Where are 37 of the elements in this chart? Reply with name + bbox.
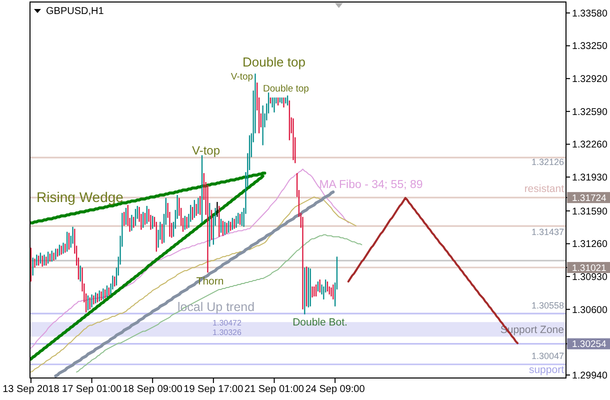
annotation: MA Fibo - 34; 55; 89 [319, 179, 423, 191]
y-tick-label: 1.32260 [572, 140, 608, 151]
annotation: resistant [524, 183, 564, 195]
annotation: 1.30558 [531, 300, 564, 310]
annotation: Thorn [196, 276, 224, 288]
annotation: V-top [230, 72, 254, 83]
annotation: Double top [263, 84, 309, 94]
x-tick-label: 17 Sep 01:00 [62, 384, 122, 395]
y-tick-label: 1.32590 [572, 106, 608, 118]
y-tick-label: 1.33580 [572, 8, 608, 20]
y-tick-label: 1.33250 [572, 41, 608, 52]
x-tick-label: 24 Sep 09:00 [305, 384, 366, 395]
y-tick-label: 1.31590 [572, 206, 608, 218]
y-tick-label: 1.30930 [572, 272, 608, 283]
y-tick-label: 1.31260 [572, 239, 608, 250]
annotation: 1.31437 [531, 227, 564, 237]
annotation: 1.30047 [531, 351, 564, 361]
annotation: Double top [242, 54, 306, 70]
annotation: 1.30472 [212, 318, 242, 328]
annotation: Double Bot. [292, 316, 348, 328]
annotation: 1.30326 [212, 328, 242, 338]
y-tick-label: 1.32920 [572, 74, 608, 86]
y-tick-label: 1.31724 [572, 192, 606, 204]
chart-title: GBPUSD,H1 [46, 6, 104, 17]
annotation: V-top [192, 144, 220, 158]
x-tick-label: 18 Sep 09:00 [122, 384, 183, 395]
y-tick-label: 1.30254 [572, 339, 606, 350]
x-tick-label: 19 Sep 17:00 [184, 384, 244, 395]
y-tick-label: 1.31930 [572, 172, 608, 184]
x-tick-label: 21 Sep 01:00 [244, 384, 304, 395]
annotation: 1.32126 [531, 157, 564, 167]
annotation: support [528, 364, 564, 376]
x-tick-label: 13 Sep 2018 [2, 384, 60, 395]
annotation: Rising Wedge [36, 189, 124, 205]
y-tick-label: 1.30600 [572, 304, 608, 316]
y-tick-label: 1.29940 [572, 370, 608, 382]
y-tick-label: 1.31021 [572, 262, 606, 274]
